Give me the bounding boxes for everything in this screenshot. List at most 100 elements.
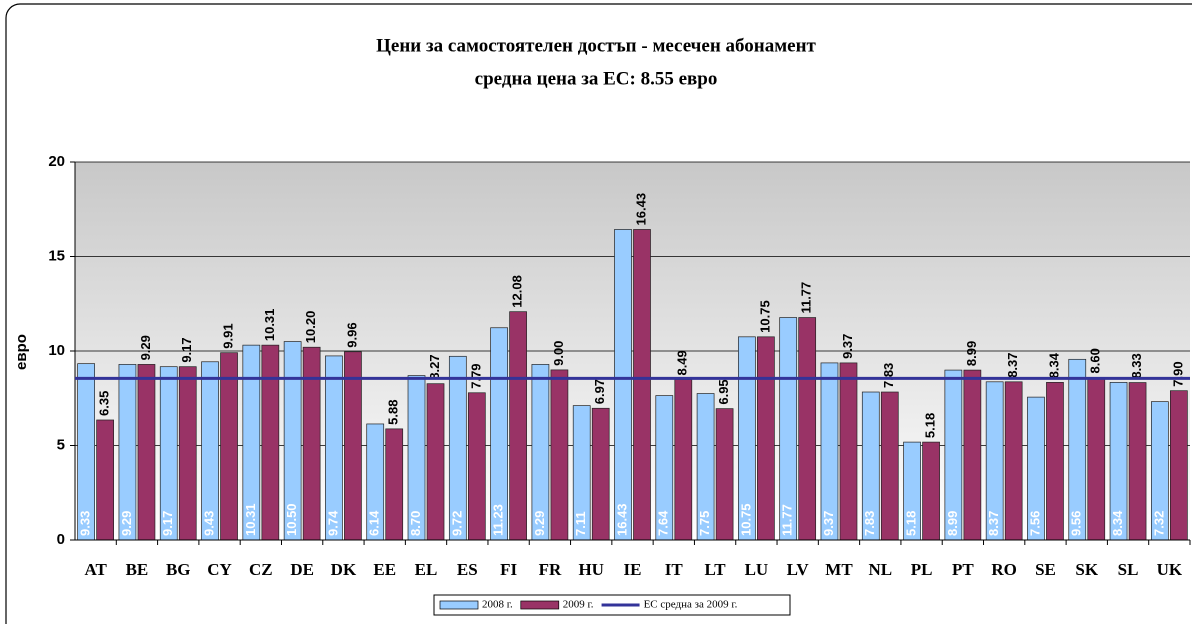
chart-subtitle: средна цена за ЕС: 8.55 евро [475,68,718,89]
value-label: 9.33 [78,511,93,536]
value-label: 7.83 [862,511,877,536]
y-tick-label: 10 [48,342,65,359]
value-label: 9.72 [449,511,464,536]
value-label: 7.79 [468,363,483,388]
bar [591,407,610,541]
value-label: 10.31 [243,503,258,536]
value-label: 6.95 [716,379,731,404]
x-tick-label: BE [126,560,149,579]
bar [178,366,197,541]
value-label: 9.29 [138,335,153,360]
bar [220,352,238,541]
value-label: 8.37 [986,511,1001,536]
x-tick-label: DE [290,560,314,579]
value-label: 6.35 [97,391,112,416]
value-label: 6.14 [367,510,382,536]
bar [1046,382,1064,541]
x-tick-label: AT [84,560,107,579]
x-tick-label: LU [745,560,769,579]
value-label: 10.75 [738,503,753,536]
y-tick-label: 15 [48,247,65,264]
value-label: 9.43 [201,511,216,536]
value-label: 9.29 [532,511,547,536]
x-tick-label: FR [539,560,562,579]
y-tick-label: 5 [57,436,65,453]
value-label: 8.70 [408,511,423,536]
legend-swatch [520,600,560,610]
x-tick-label: PL [911,560,933,579]
x-tick-label: RO [991,560,1017,579]
x-tick-label: CZ [249,560,273,579]
value-label: 9.37 [840,334,855,359]
bar [96,419,114,541]
value-label: 7.32 [1151,511,1166,536]
bar [880,391,899,541]
value-label: 8.34 [1110,510,1125,536]
bar [614,229,632,541]
value-label: 10.50 [284,503,299,536]
value-label: 16.43 [614,503,629,536]
x-tick-label: HU [578,560,604,579]
x-tick-label: FI [500,560,517,579]
value-label: 8.34 [1046,352,1061,378]
x-tick-label: NL [868,560,892,579]
x-tick-label: IT [665,560,684,579]
bar [137,364,156,541]
value-label: 5.88 [386,400,401,425]
y-tick-label: 20 [48,153,65,170]
bar [633,229,651,541]
bar [1128,382,1147,541]
value-label: 7.56 [1027,511,1042,536]
x-tick-label: EL [415,560,438,579]
value-label: 9.74 [325,510,340,536]
x-tick-label: SE [1035,560,1056,579]
bar [963,369,982,541]
bar [1087,377,1106,541]
value-label: 8.37 [1005,352,1020,377]
x-tick-label: ES [457,560,478,579]
value-label: 11.23 [491,504,506,536]
x-tick-label: PT [952,560,974,579]
value-label: 11.77 [799,282,814,314]
x-tick-label: CY [207,560,232,579]
legend-label: ЕС средна за 2009 г. [644,599,738,611]
value-label: 11.77 [780,504,795,536]
x-tick-label: IE [624,560,642,579]
value-label: 8.33 [1129,353,1144,378]
value-label: 7.90 [1170,361,1185,386]
value-label: 5.18 [923,413,938,438]
x-tick-label: UK [1157,560,1183,579]
value-label: 9.37 [821,511,836,536]
value-label: 9.00 [551,341,566,366]
x-tick-label: BG [166,560,191,579]
bar [674,379,693,541]
value-label: 8.60 [1088,348,1103,373]
legend-label: 2009 г. [563,599,594,611]
bar [922,441,940,541]
bar [550,369,569,541]
value-label: 8.99 [964,341,979,366]
bar [467,392,486,541]
value-label: 10.31 [262,309,277,342]
x-tick-label: LT [705,560,727,579]
value-label: 12.08 [510,275,525,308]
value-label: 8.27 [427,354,442,379]
value-label: 10.20 [303,311,318,344]
value-label: 9.17 [160,511,175,536]
value-label: 8.99 [945,511,960,536]
value-label: 9.91 [220,323,235,348]
frame [5,3,1192,624]
chart-title: Цени за самостоятелен достъп - месечен а… [376,35,816,56]
value-label: 7.64 [656,510,671,536]
legend-label: 2008 г. [482,599,513,611]
value-label: 9.29 [119,511,134,536]
y-tick-label: 0 [57,531,65,548]
value-label: 5.18 [904,511,919,536]
x-tick-label: LV [787,560,810,579]
bar [839,362,858,541]
x-tick-label: DK [331,560,357,579]
bar [798,317,817,541]
x-tick-label: SK [1075,560,1098,579]
value-label: 9.56 [1069,511,1084,536]
